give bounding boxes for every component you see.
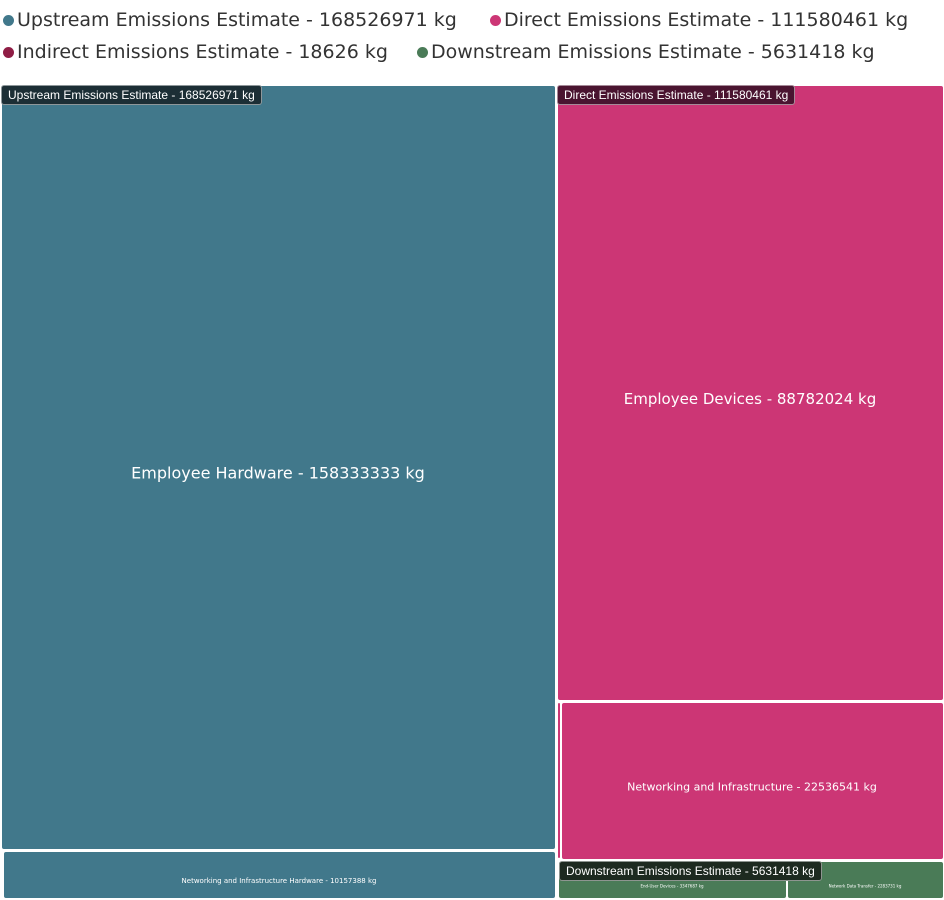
group-tag-direct: Direct Emissions Estimate - 111580461 kg <box>557 85 796 105</box>
treemap-label-employee-hardware: Employee Hardware - 158333333 kg <box>131 463 425 483</box>
legend-dot-downstream-icon <box>417 46 428 58</box>
treemap-cell-direct-sliver[interactable] <box>557 702 561 859</box>
treemap-label-end-user-devices: End-User Devices - 3347687 kg <box>640 883 704 889</box>
legend-item-upstream[interactable]: Upstream Emissions Estimate - 168526971 … <box>3 9 457 31</box>
treemap-cell-networking-infrastructure-hardware[interactable] <box>3 851 556 899</box>
legend-dot-direct-icon <box>490 14 501 26</box>
treemap-label-networking-infrastructure-hardware: Networking and Infrastructure Hardware -… <box>181 877 377 885</box>
legend-label-direct: Direct Emissions Estimate - 111580461 kg <box>504 9 909 31</box>
treemap-label-networking-infrastructure: Networking and Infrastructure - 22536541… <box>627 780 877 794</box>
legend-label-indirect: Indirect Emissions Estimate - 18626 kg <box>17 41 388 63</box>
treemap-label-employee-devices: Employee Devices - 88782024 kg <box>623 390 877 408</box>
legend-item-indirect[interactable]: Indirect Emissions Estimate - 18626 kg <box>3 41 388 63</box>
legend-dot-upstream-icon <box>3 14 14 26</box>
group-tag-downstream: Downstream Emissions Estimate - 5631418 … <box>559 861 822 881</box>
treemap-cell-employee-hardware[interactable] <box>1 85 556 850</box>
treemap-cell-employee-devices[interactable] <box>557 85 944 701</box>
group-tag-upstream: Upstream Emissions Estimate - 168526971 … <box>1 85 262 105</box>
legend-label-upstream: Upstream Emissions Estimate - 168526971 … <box>17 9 457 31</box>
legend-label-downstream: Downstream Emissions Estimate - 5631418 … <box>431 41 875 63</box>
legend-item-downstream[interactable]: Downstream Emissions Estimate - 5631418 … <box>417 41 875 63</box>
legend-item-direct[interactable]: Direct Emissions Estimate - 111580461 kg <box>490 9 908 31</box>
legend: Upstream Emissions Estimate - 168526971 … <box>0 0 944 84</box>
treemap-cell-indirect[interactable] <box>557 859 559 861</box>
legend-dot-indirect-icon <box>3 46 14 58</box>
treemap-label-network-data-transfer: Network Data Transfer - 2283731 kg <box>828 883 902 889</box>
